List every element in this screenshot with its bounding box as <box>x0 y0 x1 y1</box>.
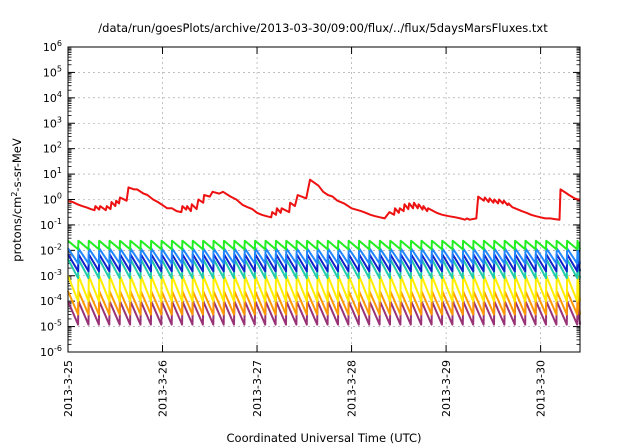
series-line <box>67 239 581 251</box>
y-tick-label: 103 <box>43 115 62 130</box>
series-line <box>67 290 581 316</box>
x-tick-label: 2013-3-29 <box>440 360 453 417</box>
y-tick-label: 101 <box>43 166 62 181</box>
x-tick-label: 2013-3-25 <box>62 360 75 417</box>
y-tick-label: 10-2 <box>40 242 62 257</box>
y-tick-label: 105 <box>43 64 62 79</box>
x-axis-label: Coordinated Universal Time (UTC) <box>227 431 422 445</box>
x-tick-labels: 2013-3-25 2013-3-26 2013-3-27 2013-3-28 2013… <box>62 360 548 417</box>
y-tick-labels: 10-6 10-5 10-4 10-3 10-2 10-1 100 101 102 103 104 1… <box>40 39 62 359</box>
y-tick-label: 10-5 <box>40 319 62 334</box>
y-tick-label: 10-3 <box>40 268 62 283</box>
series-line <box>67 274 581 303</box>
series-line <box>67 247 581 265</box>
y-tick-label: 100 <box>43 192 62 207</box>
x-tick-label: 2013-3-26 <box>157 360 170 417</box>
y-tick-label: 10-4 <box>40 293 62 308</box>
x-tick-label: 2013-3-27 <box>251 360 264 417</box>
x-tick-label: 2013-3-28 <box>346 360 359 417</box>
y-tick-label: 10-1 <box>40 217 62 232</box>
plot-frame <box>67 46 581 353</box>
y-tick-label: 106 <box>43 39 62 54</box>
y-tick-label: 102 <box>43 141 62 156</box>
series-lines <box>67 178 581 326</box>
chart-title: /data/run/goesPlots/archive/2013-03-30/0… <box>98 21 548 35</box>
y-tick-label: 10-6 <box>40 344 62 359</box>
y-tick-label: 104 <box>43 90 62 105</box>
y-axis-label: protons/cm2-s-sr-MeV <box>10 138 24 262</box>
x-tick-label: 2013-3-30 <box>535 360 548 417</box>
series-line <box>67 178 581 221</box>
